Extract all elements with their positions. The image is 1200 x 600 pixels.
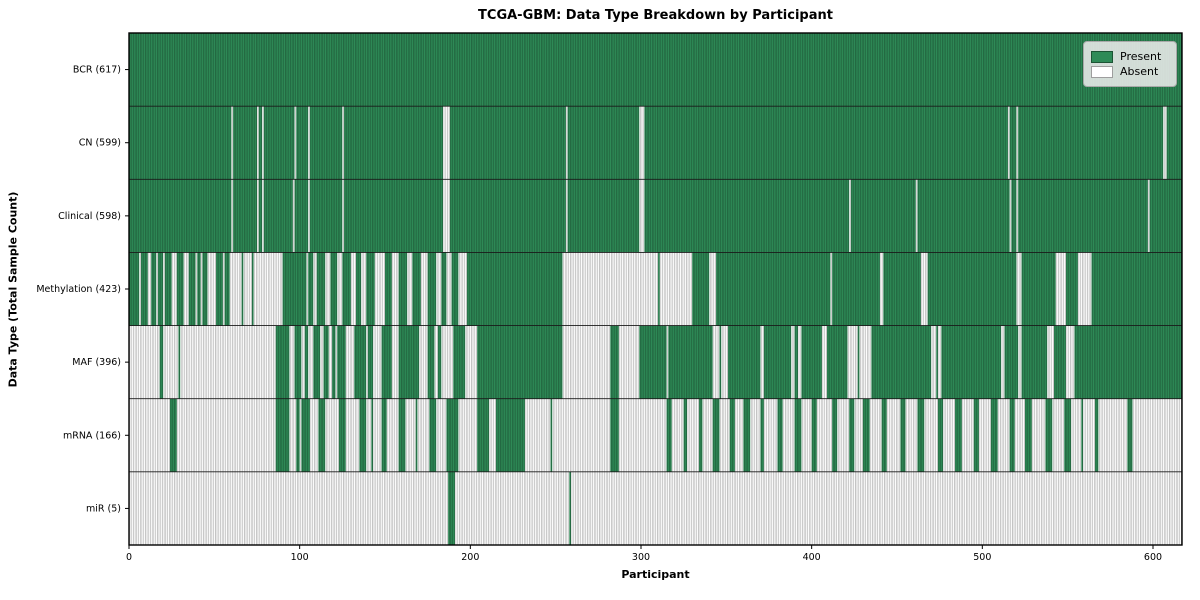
- y-tick-label: MAF (396): [72, 357, 121, 368]
- plot-frame: [128, 32, 1183, 546]
- row-cn: [129, 106, 1182, 180]
- x-tick-label: 100: [291, 552, 309, 563]
- chart-title: TCGA-GBM: Data Type Breakdown by Partici…: [478, 8, 833, 23]
- x-tick-label: 600: [1144, 552, 1162, 563]
- legend-label-absent: Absent: [1120, 65, 1159, 78]
- x-tick-label: 300: [632, 552, 650, 563]
- present-swatch-icon: [1091, 50, 1113, 63]
- y-tick-label: Clinical (598): [58, 211, 121, 222]
- y-tick-label: CN (599): [79, 138, 121, 149]
- y-tick-label: mRNA (166): [63, 430, 121, 441]
- y-tick-label: Methylation (423): [36, 284, 121, 295]
- legend-label-present: Present: [1120, 50, 1162, 63]
- legend-entry-present: Present: [1091, 50, 1168, 63]
- legend: Present Absent: [1083, 41, 1177, 87]
- row-mir: [129, 471, 1182, 545]
- x-tick-label: 400: [803, 552, 821, 563]
- row-clinical: [129, 179, 1182, 253]
- y-tick-label: BCR (617): [73, 65, 121, 76]
- absent-swatch-icon: [1091, 65, 1113, 78]
- row-bcr: [129, 33, 1182, 107]
- y-tick-label: miR (5): [86, 503, 121, 514]
- row-mrna: [129, 398, 1182, 472]
- legend-entry-absent: Absent: [1091, 65, 1168, 78]
- x-tick-label: 200: [461, 552, 479, 563]
- row-maf: [129, 325, 1182, 399]
- row-methylation: [129, 252, 1182, 326]
- x-tick-label: 0: [126, 552, 132, 563]
- x-tick-label: 500: [973, 552, 991, 563]
- x-axis-label: Participant: [621, 568, 690, 581]
